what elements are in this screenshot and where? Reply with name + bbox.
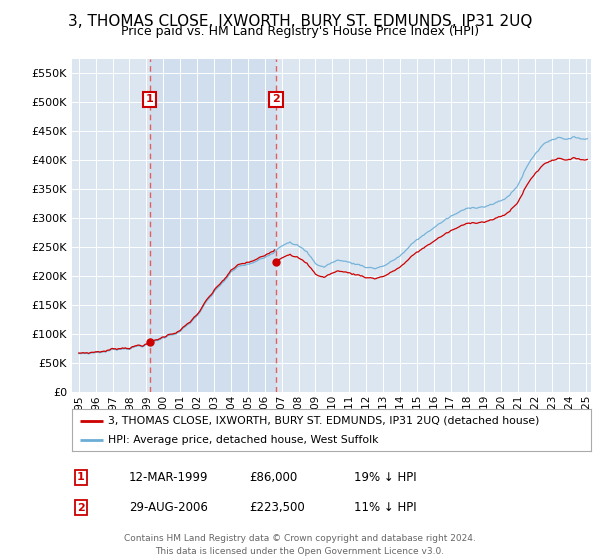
Text: 29-AUG-2006: 29-AUG-2006: [129, 501, 208, 515]
Text: Price paid vs. HM Land Registry's House Price Index (HPI): Price paid vs. HM Land Registry's House …: [121, 25, 479, 38]
Text: 3, THOMAS CLOSE, IXWORTH, BURY ST. EDMUNDS, IP31 2UQ (detached house): 3, THOMAS CLOSE, IXWORTH, BURY ST. EDMUN…: [109, 416, 540, 426]
Text: 1: 1: [146, 95, 154, 104]
Text: 11% ↓ HPI: 11% ↓ HPI: [354, 501, 416, 515]
Text: 12-MAR-1999: 12-MAR-1999: [129, 470, 209, 484]
Bar: [149, 59, 276, 392]
Text: 19% ↓ HPI: 19% ↓ HPI: [354, 470, 416, 484]
Text: 2: 2: [272, 95, 280, 104]
Text: £86,000: £86,000: [249, 470, 297, 484]
Text: Contains HM Land Registry data © Crown copyright and database right 2024.
This d: Contains HM Land Registry data © Crown c…: [124, 534, 476, 556]
Text: £223,500: £223,500: [249, 501, 305, 515]
Text: HPI: Average price, detached house, West Suffolk: HPI: Average price, detached house, West…: [109, 435, 379, 445]
Text: 1: 1: [77, 472, 85, 482]
Text: 3, THOMAS CLOSE, IXWORTH, BURY ST. EDMUNDS, IP31 2UQ: 3, THOMAS CLOSE, IXWORTH, BURY ST. EDMUN…: [68, 14, 532, 29]
Text: 2: 2: [77, 503, 85, 513]
